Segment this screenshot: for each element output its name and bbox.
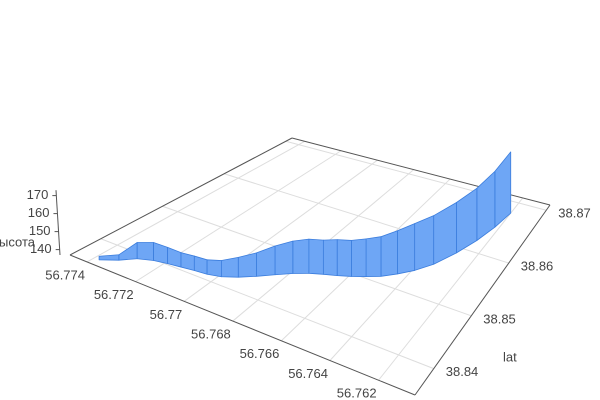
- x-tick-label: 56.762: [337, 386, 377, 400]
- ribbon-segment: [256, 245, 276, 277]
- floor-edge: [291, 137, 551, 206]
- ribbon-segment: [397, 223, 416, 275]
- z-tick-label: 140: [30, 241, 52, 256]
- ribbon-segment: [237, 252, 257, 278]
- ribbon-segment: [322, 239, 338, 277]
- ribbon-segment: [336, 239, 352, 277]
- ribbon-segment: [380, 230, 398, 277]
- floor-edge: [69, 254, 416, 396]
- ribbon-segment: [180, 252, 195, 271]
- grid-line: [86, 140, 305, 263]
- y-tick-label: 38.87: [558, 206, 591, 221]
- grid-line: [183, 159, 378, 302]
- x-tick-label: 56.772: [94, 287, 134, 302]
- ribbon-segment: [193, 255, 208, 275]
- ribbon-segment: [274, 240, 294, 276]
- ribbon-segment: [167, 247, 182, 268]
- floor-edge: [69, 137, 293, 256]
- x-tick-label: 56.77: [150, 307, 183, 322]
- ribbon-segment: [136, 242, 155, 261]
- z-tick-label: 170: [27, 187, 49, 202]
- x-tick-label: 56.768: [191, 326, 231, 341]
- y-tick-label: 38.86: [521, 258, 554, 273]
- ribbon-segment: [98, 254, 120, 261]
- floor-edge: [414, 204, 551, 396]
- grid-line: [378, 197, 524, 381]
- ribbon-segment: [153, 242, 169, 265]
- x-tick-label: 56.774: [45, 267, 85, 282]
- y-tick-label: 38.84: [446, 364, 479, 379]
- ribbon-segment: [351, 238, 367, 278]
- z-tick-label: 150: [29, 223, 51, 238]
- ribbon-segment: [414, 215, 435, 271]
- ribbon-segment: [433, 202, 457, 265]
- z-axis-line: [55, 190, 61, 256]
- ribbon-segment: [118, 242, 138, 261]
- ribbon-segment: [308, 238, 324, 275]
- z-axis-title: высота: [0, 234, 36, 249]
- y-tick-label: 38.85: [483, 311, 516, 326]
- ribbon-segment: [365, 236, 382, 278]
- x-tick-label: 56.764: [288, 366, 328, 381]
- x-tick-label: 56.766: [240, 346, 280, 361]
- ribbon-segment: [292, 238, 310, 274]
- ribbon-segment: [206, 259, 222, 278]
- z-tick-label: 160: [28, 205, 50, 220]
- ribbon-segment: [220, 257, 239, 278]
- y-axis-title: lat: [503, 349, 517, 364]
- ribbon-segment: [476, 170, 496, 241]
- ribbon-segment: [456, 187, 478, 254]
